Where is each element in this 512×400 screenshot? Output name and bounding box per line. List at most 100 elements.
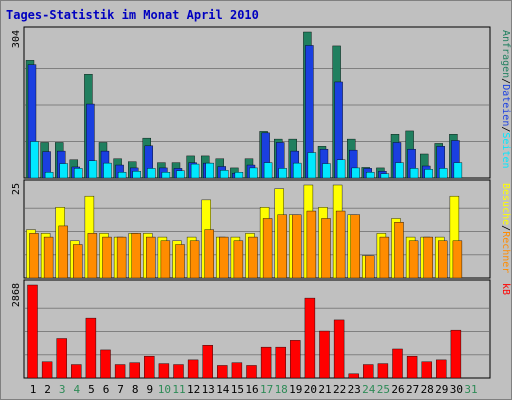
bar-kb-day-16 — [246, 365, 257, 379]
bar-kb-day-27 — [406, 355, 418, 379]
legend-kb: kB — [500, 283, 511, 295]
bar-rechner-day-17 — [262, 218, 273, 279]
bar-rechner-day-4 — [73, 244, 83, 279]
x-tick-label: 25 — [377, 383, 390, 396]
bar-rechner-day-25 — [379, 236, 390, 279]
bar-seiten-day-6 — [103, 162, 112, 179]
bar-seiten-day-7 — [117, 172, 127, 179]
x-tick-label: 17 — [260, 383, 273, 396]
legend--: / — [500, 126, 511, 132]
bar-rechner-day-5 — [87, 233, 98, 279]
bar-rechner-day-27 — [408, 240, 419, 279]
bar-rechner-day-15 — [233, 240, 244, 279]
panel-visits-legend: Besuche/Rechner — [500, 183, 511, 273]
x-tick-label: 3 — [59, 383, 66, 396]
bar-kb-day-26 — [392, 348, 403, 379]
x-tick-label: 9 — [146, 383, 153, 396]
bar-kb-day-20 — [304, 297, 316, 379]
bar-kb-day-2 — [41, 361, 53, 379]
bar-kb-day-15 — [231, 362, 243, 379]
bar-rechner-day-20 — [306, 210, 317, 279]
bar-kb-day-28 — [421, 361, 432, 379]
bar-kb-day-5 — [85, 317, 97, 379]
legend--: / — [500, 78, 511, 84]
panel-kb-legend: kB — [500, 283, 511, 295]
bar-seiten-day-29 — [439, 168, 448, 179]
bar-kb-day-30 — [450, 329, 462, 379]
bar-seiten-day-21 — [322, 163, 331, 179]
bar-kb-day-19 — [290, 340, 301, 379]
x-tick-label: 22 — [333, 383, 346, 396]
bar-kb-day-9 — [144, 355, 155, 379]
x-tick-label: 20 — [304, 383, 317, 396]
bar-rechner-day-13 — [204, 229, 214, 279]
bar-seiten-day-9 — [147, 168, 156, 179]
bar-rechner-day-3 — [58, 225, 68, 279]
legend--: / — [500, 225, 511, 231]
x-tick-label: 5 — [88, 383, 95, 396]
chart-title: Tages-Statistik im Monat April 2010 — [6, 8, 259, 22]
bar-seiten-day-1 — [30, 141, 39, 179]
bar-rechner-day-28 — [423, 236, 433, 279]
bar-kb-day-12 — [187, 359, 199, 379]
panel-kb-y-max-label: 2868 — [11, 283, 22, 307]
bar-rechner-day-26 — [394, 221, 404, 279]
bar-seiten-day-4 — [74, 168, 83, 179]
x-tick-label: 12 — [187, 383, 200, 396]
bar-rechner-day-18 — [277, 214, 287, 279]
legend-rechner: Rechner — [500, 231, 511, 273]
bar-kb-day-21 — [319, 330, 330, 379]
bar-seiten-day-8 — [132, 171, 141, 179]
bar-kb-day-11 — [173, 364, 184, 379]
bar-seiten-day-18 — [278, 168, 287, 179]
bar-rechner-day-6 — [102, 236, 112, 279]
bar-seiten-day-20 — [307, 152, 317, 179]
bar-seiten-day-24 — [366, 172, 375, 179]
panel-kb: 2868 kB — [11, 279, 511, 379]
bar-seiten-day-3 — [59, 163, 68, 179]
x-tick-label: 6 — [103, 383, 110, 396]
bar-seiten-day-5 — [88, 160, 98, 179]
bar-kb-day-25 — [377, 363, 389, 379]
x-tick-label: 4 — [73, 383, 80, 396]
bar-seiten-day-16 — [249, 167, 258, 179]
bar-kb-day-10 — [158, 363, 170, 379]
bar-seiten-day-23 — [351, 167, 360, 179]
bar-seiten-day-12 — [190, 163, 200, 179]
bar-kb-day-6 — [100, 349, 111, 379]
bar-rechner-day-30 — [452, 240, 463, 279]
panel-hits-legend: Anfragen/Dateien/Seiten — [500, 30, 511, 169]
bar-rechner-day-22 — [335, 210, 346, 279]
x-tick-label: 24 — [362, 383, 376, 396]
bar-rechner-day-23 — [350, 214, 360, 279]
panel-hits-y-max-label: 304 — [11, 30, 22, 48]
bar-seiten-day-10 — [161, 172, 171, 179]
bar-rechner-day-2 — [43, 236, 54, 279]
bar-seiten-day-19 — [293, 162, 302, 179]
x-tick-label: 31 — [464, 383, 477, 396]
x-tick-label: 23 — [348, 383, 361, 396]
bar-seiten-day-13 — [205, 162, 214, 179]
bar-rechner-day-11 — [175, 244, 185, 279]
x-tick-label: 15 — [231, 383, 244, 396]
x-tick-label: 13 — [202, 383, 215, 396]
x-tick-label: 10 — [158, 383, 171, 396]
x-tick-label: 1 — [30, 383, 37, 396]
bar-seiten-day-22 — [336, 159, 346, 179]
x-tick-label: 26 — [391, 383, 404, 396]
bar-rechner-day-21 — [321, 218, 331, 279]
x-tick-label: 14 — [216, 383, 230, 396]
x-tick-label: 21 — [318, 383, 331, 396]
bar-kb-day-17 — [260, 346, 272, 379]
bar-kb-day-3 — [56, 338, 67, 379]
legend-anfragen: Anfragen — [500, 30, 511, 78]
bar-rechner-day-19 — [292, 214, 302, 279]
x-tick-label: 11 — [172, 383, 185, 396]
x-tick-label: 29 — [435, 383, 448, 396]
x-tick-label: 2 — [44, 383, 51, 396]
bar-rechner-day-16 — [248, 236, 258, 279]
bar-kb-day-24 — [363, 364, 374, 379]
panel-hits: 304 Anfragen/Dateien/Seiten — [11, 26, 511, 179]
